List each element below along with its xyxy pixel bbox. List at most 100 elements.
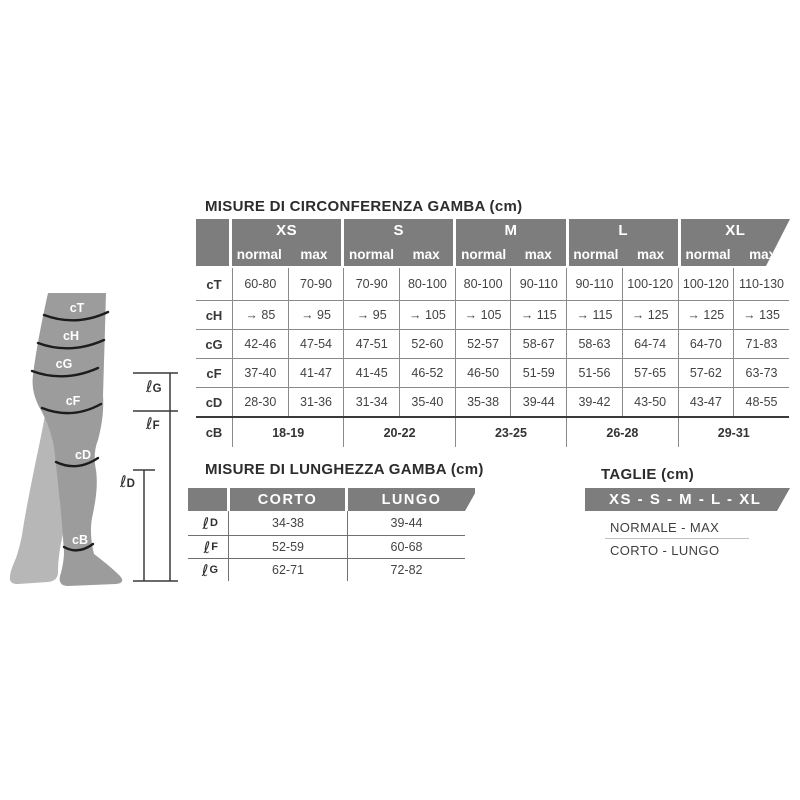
cell: 47-54: [287, 330, 344, 358]
row-label: cH: [205, 307, 223, 323]
header-stub: [188, 488, 227, 511]
subcol-max: max: [412, 246, 440, 262]
taglie-title: TAGLIE (cm): [601, 466, 695, 483]
cell: 46-50: [454, 359, 511, 387]
band-cd: [54, 456, 100, 468]
cell: 34-38: [228, 511, 347, 535]
band-label-cf: cF: [66, 394, 81, 408]
row-label: cD: [205, 394, 223, 410]
cell: 28-30: [232, 388, 288, 416]
cell: 64-74: [621, 330, 678, 358]
band-cg: [30, 366, 100, 378]
size-label: S: [393, 222, 405, 239]
cell: 42-46: [232, 330, 288, 358]
cell: 52-59: [228, 536, 347, 558]
cell: 63-73: [733, 359, 789, 387]
size-label: L: [618, 222, 628, 239]
merged-cell: 18-19: [232, 418, 343, 447]
cell: 100-120: [621, 268, 678, 300]
cell: 51-59: [510, 359, 566, 387]
band-ch: [36, 338, 106, 350]
length-label-lg: ℓG: [145, 377, 162, 396]
cell: → 115: [510, 301, 566, 329]
size-group-s: S normal max: [344, 219, 453, 266]
subcol-normal: normal: [461, 246, 507, 262]
cell: 31-34: [343, 388, 399, 416]
cell: 70-90: [343, 268, 399, 300]
cell: 90-110: [566, 268, 622, 300]
cell: → 95: [287, 301, 344, 329]
band-label-cg: cG: [56, 357, 73, 371]
merged-cell: 23-25: [454, 418, 566, 447]
cell: 58-67: [510, 330, 566, 358]
cell: 70-90: [287, 268, 344, 300]
size-label: XS: [276, 222, 298, 239]
circumference-table-body: cT 60-80 70-90 70-90 80-100 80-100 90-11…: [196, 268, 789, 447]
size-label: XL: [725, 222, 746, 239]
subcol-max: max: [749, 246, 777, 262]
cell: 60-68: [347, 536, 465, 558]
cell: 39-44: [347, 511, 465, 535]
cell: 52-57: [454, 330, 511, 358]
leg-measurement-diagram: cT cH cG cF cD cB ℓG ℓF ℓD: [9, 293, 178, 586]
cell: → 125: [621, 301, 678, 329]
cell: → 85: [232, 301, 288, 329]
cell: 43-47: [677, 388, 734, 416]
size-group-m: M normal max: [456, 219, 565, 266]
band-label-cd: cD: [75, 448, 91, 462]
taglie-corto-lungo: CORTO - LUNGO: [610, 543, 720, 558]
table-row-cf: cF 37-40 41-47 41-45 46-52 46-50 51-59 5…: [196, 359, 789, 388]
taglie-normale-max: NORMALE - MAX: [610, 520, 720, 535]
length-table-title: MISURE DI LUNGHEZZA GAMBA (cm): [205, 461, 484, 478]
row-label: cB: [205, 425, 223, 440]
circumference-table-title: MISURE DI CIRCONFERENZA GAMBA (cm): [205, 198, 523, 215]
cell: 62-71: [228, 559, 347, 581]
cell: 57-65: [621, 359, 678, 387]
cell: 60-80: [232, 268, 288, 300]
band-label-ch: cH: [63, 329, 79, 343]
size-group-xs: XS normal max: [232, 219, 341, 266]
table-row-ch: cH → 85 → 95 → 95 → 105 → 105 → 115 → 11…: [196, 301, 789, 330]
cell: → 135: [733, 301, 789, 329]
table-row-cb: cB 18-19 20-22 23-25 26-28 29-31: [196, 416, 789, 447]
cell: 58-63: [566, 330, 622, 358]
row-label: cG: [205, 336, 223, 352]
cell: 39-42: [566, 388, 622, 416]
taglie-divider: [605, 538, 749, 539]
circumference-bands: [30, 310, 110, 552]
length-label-ld: ℓD: [119, 472, 135, 491]
merged-cell: 20-22: [343, 418, 454, 447]
cell: 35-38: [454, 388, 511, 416]
length-table-header: CORTO LUNGO: [188, 488, 478, 511]
cell: 31-36: [287, 388, 344, 416]
column-lungo: LUNGO: [348, 488, 475, 511]
band-label-cb: cB: [72, 533, 88, 547]
table-row-cg: cG 42-46 47-54 47-51 52-60 52-57 58-67 5…: [196, 330, 789, 359]
band-cb: [62, 542, 95, 552]
subcol-normal: normal: [685, 246, 731, 262]
subcol-max: max: [300, 246, 328, 262]
subcol-max: max: [524, 246, 552, 262]
cell: 110-130: [733, 268, 789, 300]
cell: 47-51: [343, 330, 399, 358]
band-ct: [42, 310, 110, 322]
cell: 41-47: [287, 359, 344, 387]
circumference-table-header: XS normal max S normal max M normal max …: [196, 219, 790, 266]
merged-cell: 26-28: [566, 418, 677, 447]
merged-cell: 29-31: [677, 418, 789, 447]
cell: 100-120: [677, 268, 734, 300]
cell: 57-62: [677, 359, 734, 387]
cell: 35-40: [399, 388, 455, 416]
cell: 52-60: [399, 330, 455, 358]
band-label-ct: cT: [70, 301, 85, 315]
header-stub: [196, 219, 229, 266]
cell: 37-40: [232, 359, 288, 387]
row-label: cF: [206, 365, 222, 381]
